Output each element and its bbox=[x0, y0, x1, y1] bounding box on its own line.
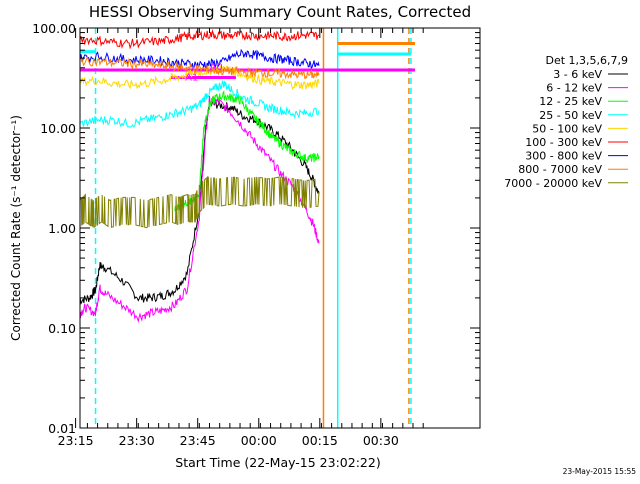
legend-label: 800 - 7000 keV bbox=[518, 163, 602, 176]
legend-title: Det 1,3,5,6,7,9 bbox=[545, 54, 628, 67]
legend-label: 300 - 800 keV bbox=[525, 150, 602, 163]
footer-date: 23-May-2015 15:55 bbox=[563, 467, 637, 476]
y-tick-label: 10.00 bbox=[40, 121, 76, 136]
legend-label: 7000 - 20000 keV bbox=[504, 177, 602, 190]
x-axis-label: Start Time (22-May-15 23:02:22) bbox=[175, 455, 380, 470]
legend-label: 12 - 25 keV bbox=[539, 95, 602, 108]
x-tick-label: 23:30 bbox=[119, 433, 155, 448]
y-tick-label: 0.10 bbox=[48, 321, 76, 336]
legend-label: 6 - 12 keV bbox=[546, 82, 602, 95]
legend-label: 3 - 6 keV bbox=[553, 68, 602, 81]
x-tick-label: 00:00 bbox=[241, 433, 277, 448]
x-tick-label: 23:15 bbox=[58, 433, 94, 448]
series-line bbox=[80, 55, 320, 80]
x-tick-label: 23:45 bbox=[180, 433, 216, 448]
y-tick-label: 0.01 bbox=[48, 421, 76, 436]
x-tick-label: 00:15 bbox=[302, 433, 338, 448]
x-axis: 23:15 23:30 23:45 00:00 00:15 00:30 bbox=[58, 28, 424, 448]
series-line bbox=[80, 29, 320, 50]
series-line bbox=[80, 80, 320, 128]
series-line bbox=[80, 64, 320, 90]
plot-frame bbox=[79, 27, 481, 429]
y-axis: 0.01 0.10 1.00 10.00 100.00 bbox=[32, 21, 480, 436]
plot-annotation: A1 bbox=[185, 72, 198, 83]
legend-label: 25 - 50 keV bbox=[539, 109, 602, 122]
series-line bbox=[80, 48, 320, 71]
legend-label: 100 - 300 keV bbox=[525, 136, 602, 149]
plot-annotation: A0 bbox=[210, 62, 223, 73]
y-axis-label: Corrected Count Rate (s⁻¹ detector⁻¹) bbox=[9, 115, 23, 341]
x-tick-label: 00:30 bbox=[363, 433, 399, 448]
y-tick-label: 100.00 bbox=[32, 21, 76, 36]
series-line bbox=[80, 95, 320, 323]
legend-label: 50 - 100 keV bbox=[532, 122, 602, 135]
y-tick-label: 1.00 bbox=[48, 221, 76, 236]
chart-title: HESSI Observing Summary Count Rates, Cor… bbox=[89, 3, 471, 21]
series-line bbox=[80, 176, 320, 229]
